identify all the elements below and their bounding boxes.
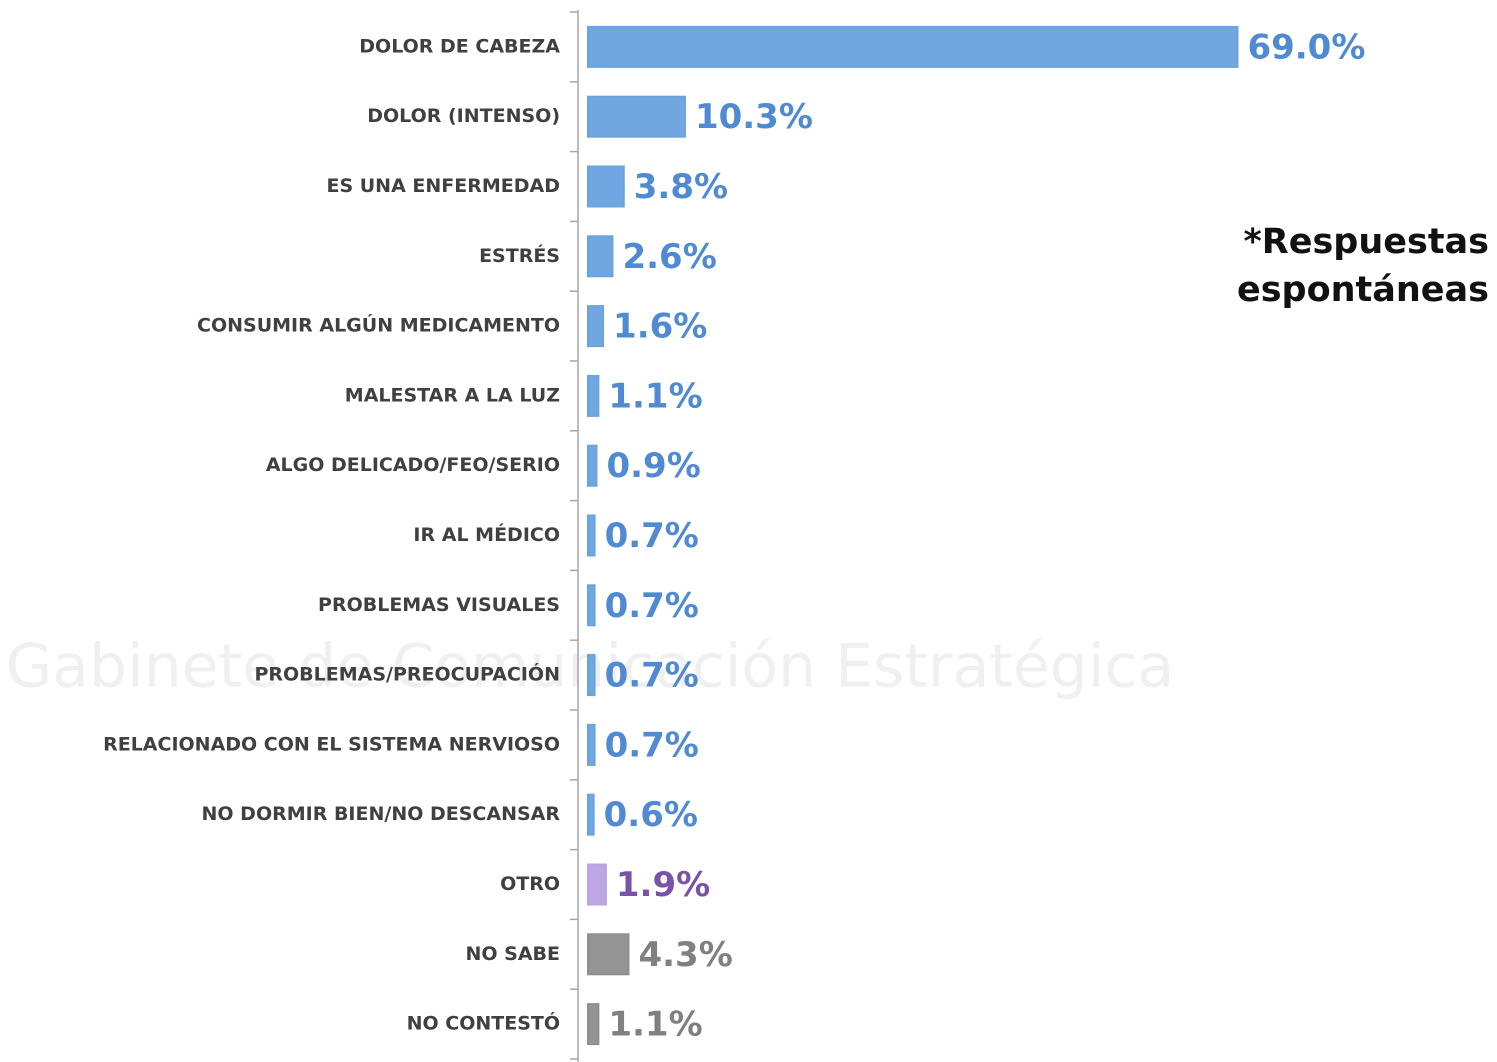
value-label: 3.8% [634, 167, 728, 207]
bar-edge [587, 723, 596, 766]
category-label: RELACIONADO CON EL SISTEMA NERVIOSO [103, 733, 560, 755]
bar-edge [587, 514, 596, 557]
value-label: 0.7% [605, 586, 699, 626]
category-label: CONSUMIR ALGÚN MEDICAMENTO [197, 313, 560, 337]
bar [587, 375, 599, 417]
bar [587, 864, 607, 905]
value-label: 0.6% [604, 795, 698, 835]
bar-edge [587, 95, 686, 138]
category-label: OTRO [500, 873, 560, 895]
bar-edge [587, 793, 595, 836]
bar [587, 96, 686, 138]
bar-edge [587, 1003, 600, 1046]
value-label: 1.1% [608, 1005, 702, 1045]
bar [587, 26, 1238, 68]
bar-edge [587, 863, 607, 906]
category-label: NO DORMIR BIEN/NO DESCANSAR [202, 803, 561, 825]
bar [587, 166, 625, 207]
value-label: 1.9% [616, 865, 710, 905]
category-label: ALGO DELICADO/FEO/SERIO [266, 454, 560, 476]
category-label: DOLOR (INTENSO) [367, 105, 560, 127]
bar-edge [587, 374, 600, 417]
bar-edge [587, 584, 596, 627]
category-label: ESTRÉS [479, 244, 560, 267]
bar-edge [587, 933, 630, 976]
value-label: 2.6% [622, 237, 716, 277]
category-label: ES UNA ENFERMEDAD [326, 175, 560, 197]
value-label: 1.1% [608, 376, 702, 416]
category-label: NO CONTESTÓ [407, 1011, 560, 1035]
value-label: 1.6% [613, 307, 707, 347]
value-label: 0.7% [605, 656, 699, 696]
category-label: PROBLEMAS VISUALES [318, 594, 560, 616]
category-label: MALESTAR A LA LUZ [345, 384, 560, 406]
bar-edge [587, 25, 1239, 68]
annotation: *Respuestas espontáneas [1236, 222, 1489, 310]
bar [587, 933, 629, 975]
value-label: 10.3% [695, 97, 813, 137]
bar [587, 305, 604, 347]
category-label: NO SABE [465, 943, 560, 965]
category-label: PROBLEMAS/PREOCUPACIÓN [254, 662, 560, 686]
bar [587, 445, 597, 487]
value-label: 4.3% [638, 935, 732, 975]
bar-edge [587, 305, 605, 348]
category-label: IR AL MÉDICO [413, 523, 560, 546]
value-label: 0.9% [606, 446, 700, 486]
value-label: 0.7% [605, 725, 699, 765]
bar-edge [587, 165, 625, 208]
bar [587, 1003, 599, 1045]
bar [587, 235, 613, 277]
value-label: 0.7% [605, 516, 699, 556]
bar-edge [587, 654, 596, 697]
category-label: DOLOR DE CABEZA [359, 35, 560, 57]
value-label: 69.0% [1247, 27, 1365, 67]
bar-edge [587, 235, 614, 278]
bar-edge [587, 444, 598, 487]
